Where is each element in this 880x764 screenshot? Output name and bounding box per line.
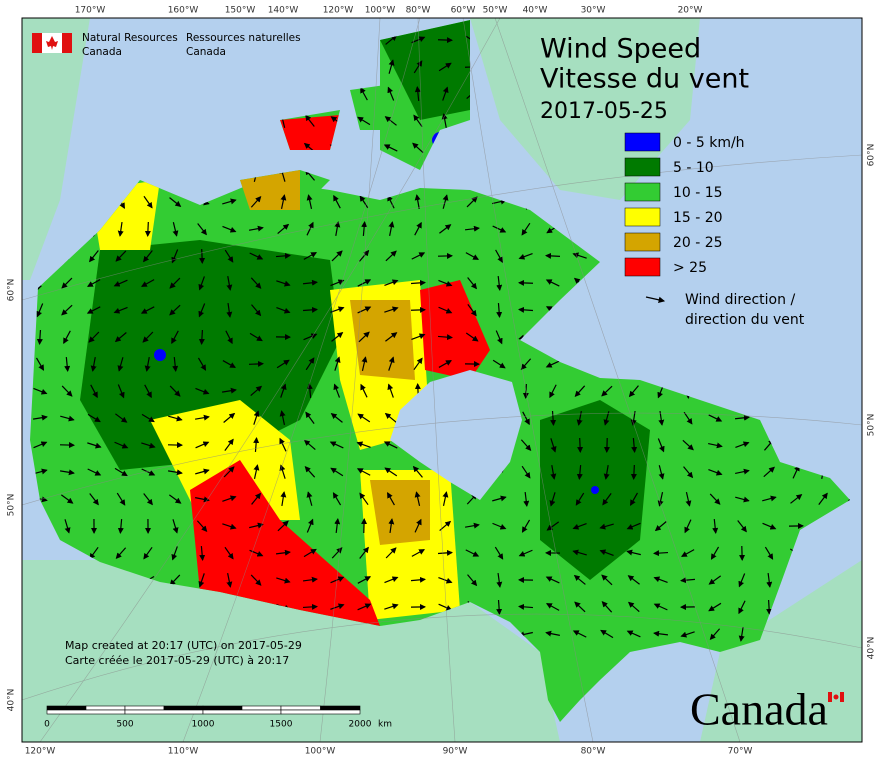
zone-0-5 [591, 486, 599, 494]
graticule-label: 60°N [7, 279, 17, 302]
legend-swatch [625, 158, 660, 176]
graticule-label: 40°W [523, 6, 548, 16]
graticule-label: 50°W [483, 6, 508, 16]
legend-label: 0 - 5 km/h [673, 135, 745, 151]
agency-en: Natural Resources [82, 32, 178, 44]
graticule-label: 60°N [867, 144, 877, 167]
scale-segment [86, 706, 125, 710]
graticule-label: 160°W [168, 6, 199, 16]
graticule-label: 30°W [581, 6, 606, 16]
graticule-label: 50°N [7, 494, 17, 517]
legend-swatch [625, 208, 660, 226]
title: Vitesse du vent [540, 64, 749, 95]
wind-arrow [249, 364, 263, 365]
legend-swatch [625, 233, 660, 251]
scale-unit: km [378, 720, 392, 730]
scale-segment [281, 710, 360, 714]
scale-label: 2000 [349, 720, 372, 730]
wind-arrow [438, 40, 452, 41]
graticule-label: 150°W [225, 6, 256, 16]
scale-label: 500 [116, 720, 133, 730]
agency-fr: Canada [186, 46, 226, 58]
legend-swatch [625, 258, 660, 276]
scale-segment [47, 710, 125, 714]
scale-segment [47, 706, 86, 710]
wind-arrow [303, 607, 317, 608]
graticule-label: 170°W [75, 6, 106, 16]
graticule-label: 90°W [443, 747, 468, 757]
scale-segment [281, 706, 321, 710]
graticule-label: 80°W [581, 747, 606, 757]
graticule-label: 70°W [728, 747, 753, 757]
wind-arrow [580, 438, 581, 452]
scale-label: 1000 [192, 720, 215, 730]
graticule-label: 100°W [365, 6, 396, 16]
wind-arrow [634, 465, 635, 479]
flag-bar [32, 33, 42, 53]
flag-bar [840, 692, 844, 702]
graticule-label: 110°W [168, 747, 199, 757]
scale-segment [125, 706, 164, 710]
scale-segment [203, 706, 242, 710]
wind-arrow [202, 249, 203, 263]
legend-label: 15 - 20 [673, 210, 723, 226]
scale-label: 1500 [270, 720, 293, 730]
flag-bar [62, 33, 72, 53]
scale-segment [242, 706, 281, 710]
agency-en: Canada [82, 46, 122, 58]
title: Wind Speed [540, 34, 701, 65]
graticule-label: 120°W [323, 6, 354, 16]
note: Map created at 20:17 (UTC) on 2017-05-29 [65, 639, 302, 652]
graticule-label: 80°W [406, 6, 431, 16]
flag-bar [828, 692, 832, 702]
date: 2017-05-25 [540, 99, 668, 124]
wind-arrow [148, 222, 149, 236]
wordmark: Canada [690, 684, 828, 735]
note: Carte créée le 2017-05-29 (UTC) à 20:17 [65, 654, 289, 667]
map-body [22, 18, 862, 742]
graticule-label: 40°N [7, 689, 17, 712]
legend-swatch [625, 133, 660, 151]
wind-arrow [546, 256, 560, 257]
graticule-label: 120°W [25, 747, 56, 757]
wind-arrow [769, 600, 770, 614]
wind-arrow [202, 330, 203, 344]
scale-segment [164, 706, 203, 710]
zone-0-5 [154, 349, 166, 361]
agency-fr: Ressources naturelles [186, 32, 301, 44]
legend-arrow-label: direction du vent [685, 312, 805, 328]
graticule-label: 40°N [867, 637, 877, 660]
legend-label: 20 - 25 [673, 235, 723, 251]
zone-20-25 [370, 480, 430, 545]
graticule-label: 60°W [451, 6, 476, 16]
legend-label: > 25 [673, 260, 707, 276]
legend-swatch [625, 183, 660, 201]
legend-label: 10 - 15 [673, 185, 723, 201]
scale-segment [203, 710, 281, 714]
legend-arrow-label: Wind direction / [685, 292, 795, 308]
scale-segment [125, 710, 203, 714]
graticule-label: 140°W [268, 6, 299, 16]
scale-segment [321, 706, 361, 710]
graticule-label: 20°W [678, 6, 703, 16]
graticule-label: 50°N [867, 414, 877, 437]
maple-leaf [834, 695, 839, 700]
graticule-label: 100°W [305, 747, 336, 757]
legend-label: 5 - 10 [673, 160, 714, 176]
scale-label: 0 [44, 720, 50, 730]
